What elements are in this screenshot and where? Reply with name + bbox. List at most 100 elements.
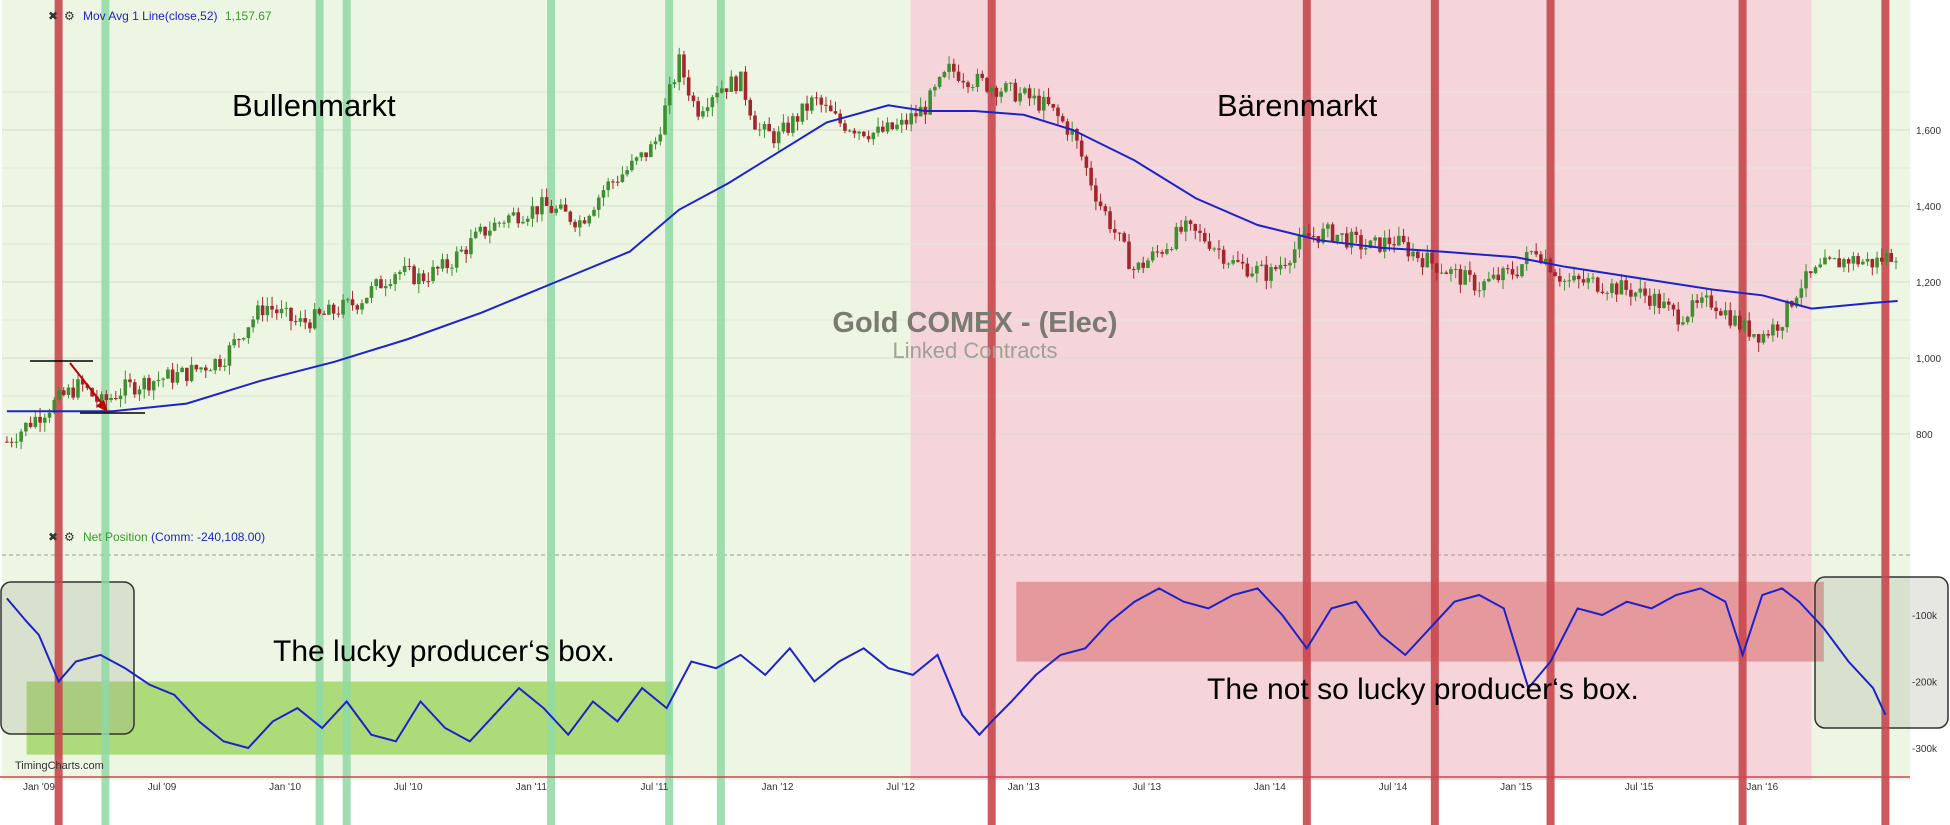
candle-body: [1837, 258, 1841, 268]
decorations: [30, 360, 145, 414]
candle-body: [1302, 233, 1306, 236]
candle-body: [677, 54, 682, 83]
candle-body: [1600, 291, 1605, 294]
candle-body: [937, 77, 942, 87]
candle-body: [364, 297, 369, 304]
candle-body: [1416, 251, 1420, 259]
candle-body: [312, 309, 317, 329]
candle-body: [194, 364, 199, 370]
candle-body: [1595, 277, 1600, 292]
x-tick-label: Jul '13: [1133, 782, 1162, 793]
moving-average-line: [6, 104, 1898, 413]
x-tick-label: Jan '10: [269, 782, 301, 793]
x-tick-label: Jan '13: [1008, 782, 1040, 793]
candle-body: [1051, 104, 1056, 108]
candle-body: [573, 221, 577, 228]
candle-body: [1401, 235, 1406, 243]
candle-body: [866, 136, 871, 140]
candle-body: [1041, 96, 1046, 111]
candle-body: [715, 92, 719, 98]
candle-body: [1288, 262, 1292, 266]
candle-body: [1846, 259, 1851, 264]
candle-body: [1037, 95, 1041, 111]
close-icon[interactable]: ✖: [48, 9, 58, 23]
candle-body: [9, 441, 14, 443]
bear-market-label: Bärenmarkt: [1217, 88, 1378, 123]
candle-body: [1733, 315, 1737, 326]
candle-body: [256, 305, 260, 320]
candle-body: [1226, 263, 1231, 265]
x-tick-label: Jan '09: [23, 782, 55, 793]
close-icon[interactable]: ✖: [48, 530, 58, 544]
candle-body: [975, 73, 980, 88]
candle-body: [1449, 269, 1453, 274]
candle-body: [1008, 82, 1013, 84]
candle-body: [1458, 269, 1463, 285]
candle-body: [762, 124, 767, 130]
upper-indicator-label: Mov Avg 1 Line(close,52) 1,157.67: [83, 9, 272, 23]
candle-body: [1775, 324, 1780, 331]
candle-body: [1169, 249, 1174, 251]
candle-body: [795, 116, 800, 122]
candle-body: [1624, 280, 1628, 290]
candle-body: [1719, 311, 1723, 316]
candle-body: [1879, 257, 1884, 262]
candle-body: [104, 394, 109, 401]
green-marker: [342, 0, 351, 825]
candle-body: [1212, 248, 1217, 250]
candle-body: [511, 212, 516, 216]
candle-body: [1382, 237, 1387, 252]
candle-body: [435, 266, 440, 269]
red-marker: [1738, 0, 1747, 825]
candle-body: [1264, 264, 1269, 281]
candle-body: [1875, 257, 1879, 268]
candle-body: [1240, 261, 1245, 264]
candle-body: [1146, 260, 1150, 268]
candle-body: [644, 152, 648, 158]
candle-body: [1070, 129, 1074, 135]
candle-body: [1771, 324, 1775, 336]
candle-body: [1586, 278, 1591, 283]
candle-body: [1553, 272, 1557, 277]
candle-body: [1411, 251, 1415, 257]
candle-body: [38, 416, 42, 423]
candle-body: [1236, 260, 1240, 262]
gear-icon[interactable]: ⚙: [64, 530, 75, 544]
candle-body: [1444, 272, 1449, 274]
candle-body: [776, 131, 781, 144]
candle-body: [1756, 334, 1761, 343]
candle-body: [1662, 301, 1666, 308]
x-tick-label: Jan '12: [762, 782, 794, 793]
candle-body: [1117, 232, 1122, 234]
candle-body: [185, 367, 189, 382]
gear-icon[interactable]: ⚙: [64, 9, 75, 23]
candle-body: [1766, 333, 1770, 336]
candle-body: [213, 359, 218, 371]
candle-body: [980, 73, 985, 78]
candle-body: [1619, 280, 1624, 295]
candle-body: [1179, 226, 1183, 232]
candle-body: [1558, 276, 1562, 282]
candle-body: [1136, 262, 1141, 270]
candle-body: [1870, 258, 1875, 268]
x-tick-label: Jul '09: [148, 782, 177, 793]
candle-body: [1823, 257, 1827, 265]
candle-body: [142, 377, 147, 390]
candle-body: [1245, 263, 1250, 277]
candle-body: [549, 205, 554, 213]
candle-body: [1023, 88, 1027, 94]
candle-body: [469, 238, 473, 255]
candle-body: [274, 309, 279, 314]
candle-body: [1439, 272, 1444, 274]
candle-body: [24, 422, 28, 432]
candle-body: [151, 381, 156, 391]
candle-body: [402, 265, 407, 272]
candle-body: [19, 431, 23, 442]
candle-body: [1250, 273, 1254, 277]
candle-body: [1221, 249, 1226, 264]
candle-body: [1761, 333, 1766, 343]
candle-body: [379, 279, 383, 289]
candle-body: [1865, 258, 1870, 262]
candle-body: [516, 212, 521, 224]
